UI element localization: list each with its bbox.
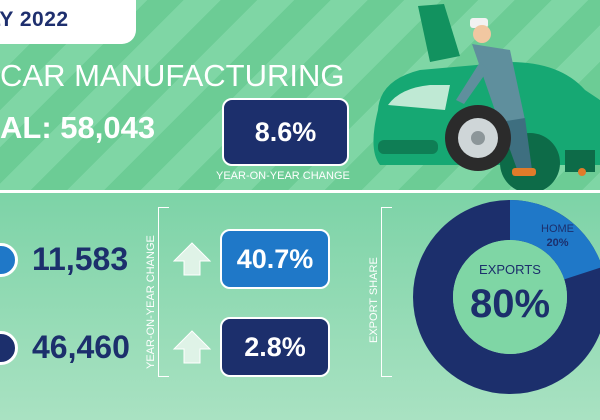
up-arrow-icon — [172, 242, 212, 276]
total-figure: AL: 58,043 — [0, 110, 156, 145]
car-hood — [418, 4, 460, 62]
car-bumper — [378, 140, 438, 154]
yoy-bracket — [158, 207, 169, 377]
export-share-donut — [413, 200, 600, 394]
donut-center — [453, 240, 567, 354]
yoy-vertical-label: YEAR-ON-YEAR CHANGE — [145, 235, 157, 369]
exports-pct: 80% — [469, 282, 551, 326]
header-panel: LY 2022 CAR MANUFACTURING AL: 58,043 8.6… — [0, 0, 600, 193]
mechanic-shoe — [512, 168, 536, 176]
section-divider — [0, 190, 600, 195]
row-1-count: 11,583 — [32, 241, 129, 277]
home-pct: 20% — [546, 237, 569, 249]
toolbox-light — [578, 168, 586, 176]
home-label: HOME — [541, 223, 574, 235]
export-share-bracket — [381, 207, 392, 377]
toolbox-icon — [565, 150, 595, 172]
mechanic-torso — [472, 44, 525, 125]
row-2-count: 46,460 — [32, 329, 130, 365]
headline-title: CAR MANUFACTURING — [0, 58, 345, 93]
car-mechanic-illustration — [373, 4, 600, 193]
yoy-change-caption: YEAR-ON-YEAR CHANGE — [216, 170, 350, 182]
donut-home-slice — [509, 200, 600, 281]
row-2-change-badge: 2.8% — [220, 317, 330, 377]
car-headlight — [388, 85, 450, 110]
row-2-dot — [0, 331, 18, 365]
mechanic-arm — [456, 62, 488, 104]
hub — [471, 131, 485, 145]
row-1-dot — [0, 243, 18, 277]
mechanic-head — [473, 25, 491, 43]
exports-label: EXPORTS — [479, 262, 541, 277]
home-share-label: HOME 20% — [541, 222, 574, 250]
yoy-change-badge: 8.6% — [222, 98, 349, 166]
up-arrow-icon — [172, 330, 212, 364]
row-1-change-badge: 40.7% — [220, 229, 330, 289]
export-share-vertical-label: EXPORT SHARE — [368, 257, 380, 343]
date-label: LY 2022 — [0, 8, 69, 31]
date-tab: LY 2022 — [0, 0, 136, 44]
